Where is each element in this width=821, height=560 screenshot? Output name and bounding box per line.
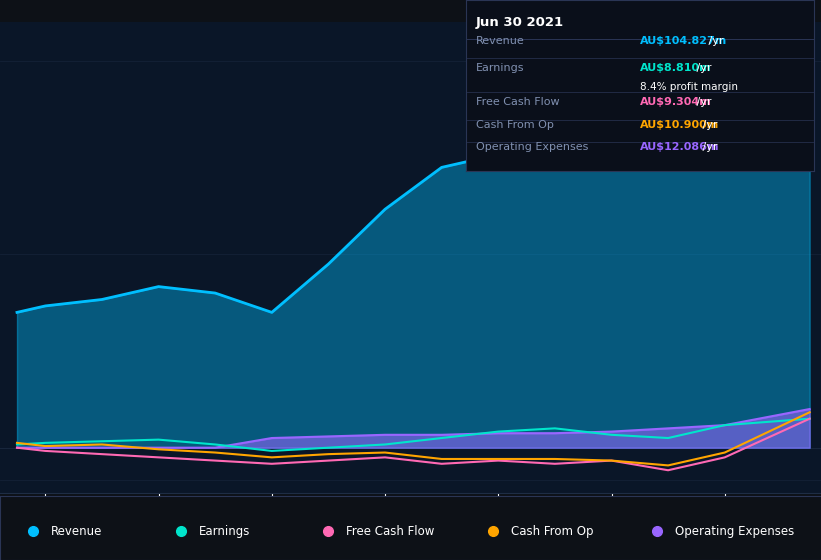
Text: Earnings: Earnings [476,63,525,73]
Text: 8.4% profit margin: 8.4% profit margin [640,82,738,92]
Text: Operating Expenses: Operating Expenses [675,525,794,538]
Text: AU$104.827m: AU$104.827m [640,36,727,46]
Text: AU$8.810m: AU$8.810m [640,63,712,73]
Text: AU$12.086m: AU$12.086m [640,142,719,152]
Text: Cash From Op: Cash From Op [476,120,554,130]
Text: AU$10.900m: AU$10.900m [640,120,719,130]
Text: /yr: /yr [694,63,712,73]
Text: Free Cash Flow: Free Cash Flow [476,97,560,108]
Text: Revenue: Revenue [476,36,525,46]
Text: /yr: /yr [699,120,718,130]
Text: /yr: /yr [705,36,724,46]
Text: AU$9.304m: AU$9.304m [640,97,712,108]
Text: Revenue: Revenue [51,525,103,538]
Text: Jun 30 2021: Jun 30 2021 [476,16,564,29]
Text: /yr: /yr [699,142,718,152]
Text: Cash From Op: Cash From Op [511,525,593,538]
Text: Free Cash Flow: Free Cash Flow [346,525,435,538]
Text: Earnings: Earnings [199,525,250,538]
Text: /yr: /yr [694,97,712,108]
Text: Operating Expenses: Operating Expenses [476,142,589,152]
